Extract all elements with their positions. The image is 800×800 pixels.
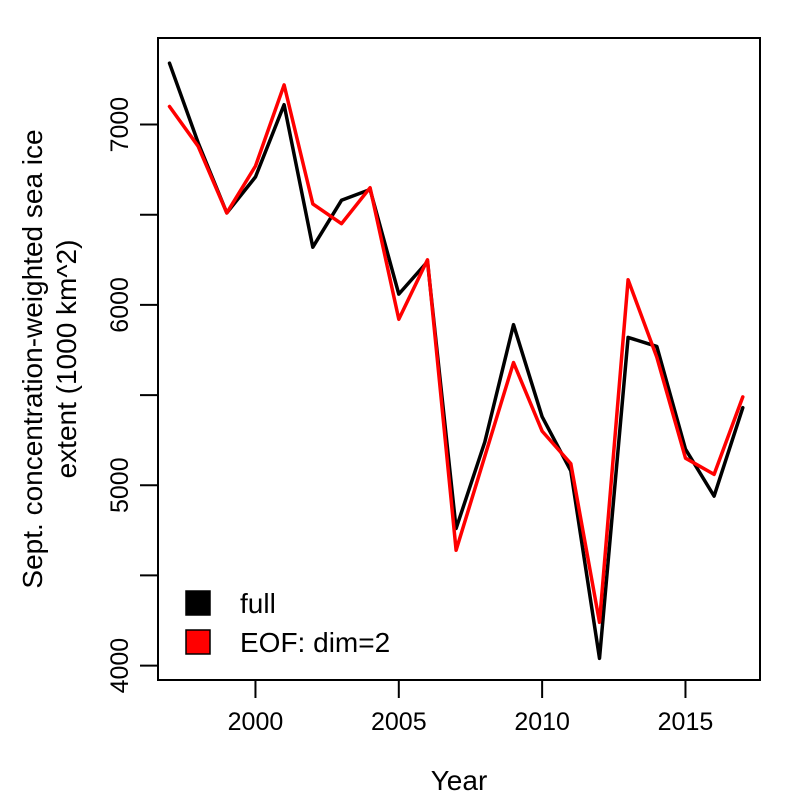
x-tick-label-2015: 2015 bbox=[658, 708, 714, 736]
legend-swatch-eof bbox=[185, 629, 211, 655]
y-axis-title-line-2: extent (1000 km^2) bbox=[51, 240, 82, 479]
y-axis-title: Sept. concentration-weighted sea ice ext… bbox=[17, 129, 82, 588]
x-axis-title: Year bbox=[431, 765, 488, 796]
y-tick-label-5000: 5000 bbox=[106, 457, 134, 513]
series-layer bbox=[167, 61, 745, 661]
x-tick-label-2010: 2010 bbox=[514, 708, 570, 736]
y-axis-title-line-1: Sept. concentration-weighted sea ice bbox=[17, 129, 48, 588]
x-tick-label-2000: 2000 bbox=[228, 708, 284, 736]
y-tick-label-6000: 6000 bbox=[106, 277, 134, 333]
y-tick-label-7000: 7000 bbox=[106, 97, 134, 153]
legend: full EOF: dim=2 bbox=[185, 588, 390, 658]
series-line-eof-dim-2 bbox=[167, 83, 745, 625]
legend-label-full: full bbox=[240, 588, 276, 619]
legend-swatch-full bbox=[185, 590, 211, 616]
x-tick-label-2005: 2005 bbox=[371, 708, 427, 736]
legend-label-eof: EOF: dim=2 bbox=[240, 627, 390, 658]
y-axis: 4000 5000 6000 7000 bbox=[106, 97, 159, 694]
x-axis: 2000 2005 2010 2015 bbox=[228, 679, 714, 736]
y-tick-label-4000: 4000 bbox=[106, 638, 134, 694]
series-line-full bbox=[167, 61, 745, 661]
